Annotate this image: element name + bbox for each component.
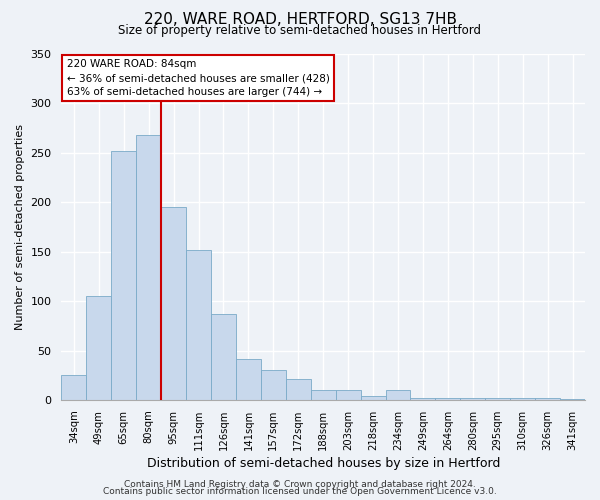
Bar: [535, 398, 560, 400]
Bar: [186, 250, 211, 400]
Bar: [386, 390, 410, 400]
Bar: [361, 396, 386, 400]
Y-axis label: Number of semi-detached properties: Number of semi-detached properties: [15, 124, 25, 330]
Bar: [236, 360, 261, 400]
Bar: [261, 370, 286, 400]
Bar: [136, 135, 161, 400]
Bar: [211, 314, 236, 400]
Bar: [410, 398, 436, 400]
Bar: [485, 398, 510, 400]
Text: 220 WARE ROAD: 84sqm
← 36% of semi-detached houses are smaller (428)
63% of semi: 220 WARE ROAD: 84sqm ← 36% of semi-detac…: [67, 59, 329, 97]
Bar: [61, 375, 86, 400]
Bar: [460, 398, 485, 400]
Text: Contains public sector information licensed under the Open Government Licence v3: Contains public sector information licen…: [103, 487, 497, 496]
Bar: [560, 399, 585, 400]
Bar: [111, 151, 136, 400]
Bar: [510, 398, 535, 400]
X-axis label: Distribution of semi-detached houses by size in Hertford: Distribution of semi-detached houses by …: [146, 457, 500, 470]
Text: 220, WARE ROAD, HERTFORD, SG13 7HB: 220, WARE ROAD, HERTFORD, SG13 7HB: [143, 12, 457, 28]
Bar: [335, 390, 361, 400]
Text: Size of property relative to semi-detached houses in Hertford: Size of property relative to semi-detach…: [119, 24, 482, 37]
Bar: [311, 390, 335, 400]
Bar: [86, 296, 111, 400]
Bar: [161, 207, 186, 400]
Text: Contains HM Land Registry data © Crown copyright and database right 2024.: Contains HM Land Registry data © Crown c…: [124, 480, 476, 489]
Bar: [436, 398, 460, 400]
Bar: [286, 379, 311, 400]
